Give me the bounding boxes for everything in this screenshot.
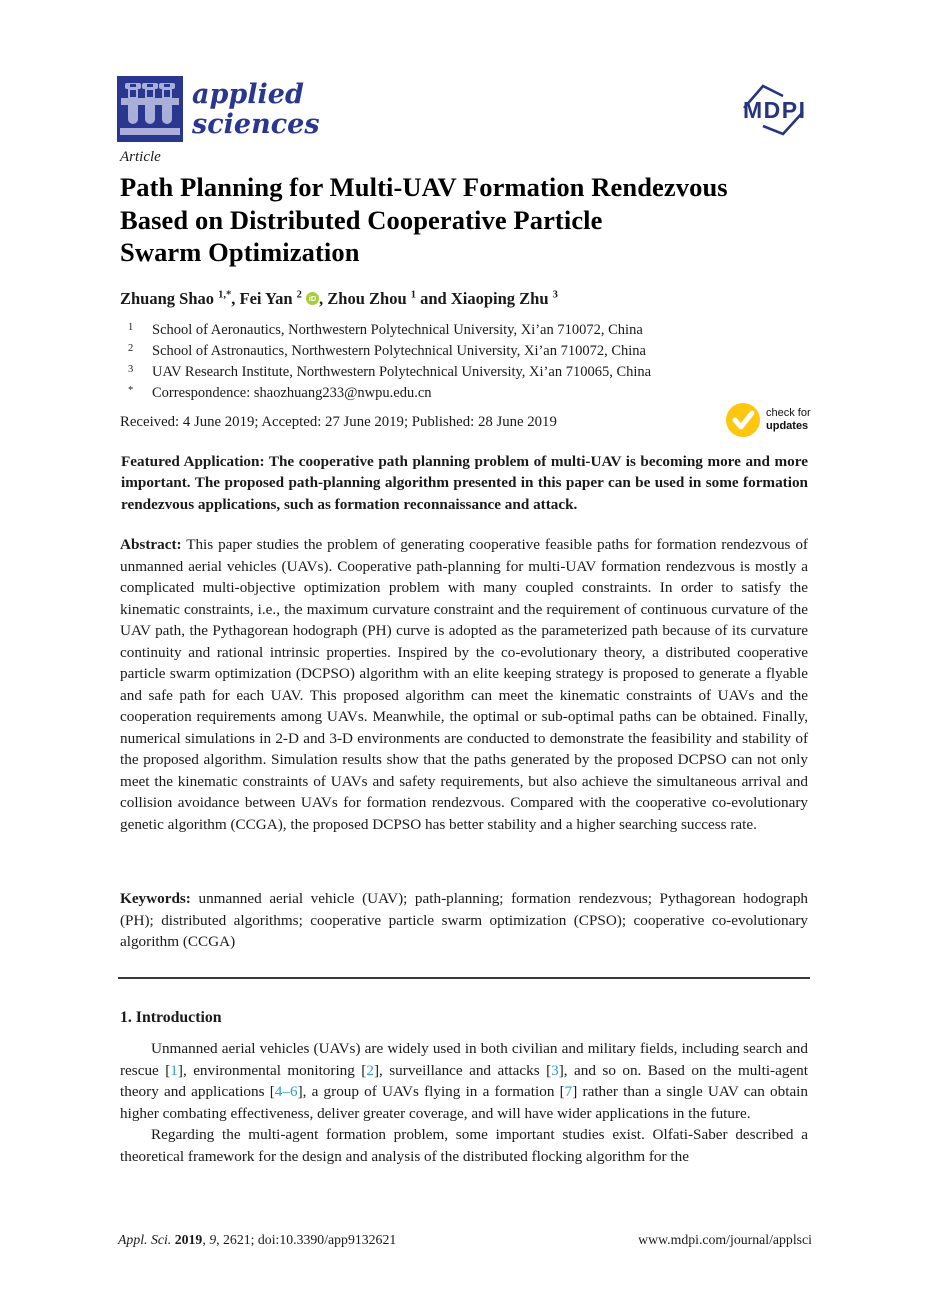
test-tubes-icon [117,76,183,142]
title-line: Path Planning for Multi-UAV Formation Re… [120,172,728,202]
affiliation-superscript: * [128,385,134,396]
section-divider [118,977,810,979]
citation-link[interactable]: 1 [170,1061,178,1079]
applied-sciences-logo[interactable] [117,76,183,142]
citation-link[interactable]: 3 [551,1061,559,1079]
badge-line1: check for [766,407,811,419]
article-type-label: Article [120,149,161,165]
mdpi-hexagon-icon: MDPI [743,84,807,136]
keywords: Keywords: unmanned aerial vehicle (UAV);… [120,888,808,953]
body-paragraph: Unmanned aerial vehicles (UAVs) are wide… [120,1040,809,1122]
check-icon [726,403,760,437]
mdpi-logo[interactable]: MDPI [733,76,813,136]
author-superscript: 1 [410,289,416,301]
affiliations: 1 School of Aeronautics, Northwestern Pol… [128,320,818,404]
title-line: Swarm Optimization [120,237,360,267]
correspondence-email[interactable]: shaozhuang233@nwpu.edu.cn [253,385,432,401]
citation-link[interactable]: 4–6 [274,1083,298,1101]
article-title: Path Planning for Multi-UAV Formation Re… [120,171,830,269]
badge-line2: updates [766,420,809,432]
section-heading-introduction: 1. Introduction [120,1009,222,1026]
affiliation-row: 1 School of Aeronautics, Northwestern Pol… [128,320,818,341]
affiliation-superscript: 3 [128,364,134,375]
author-superscript: 1,* [218,289,232,301]
affiliation-row: 3 UAV Research Institute, Northwestern Po… [128,362,818,383]
footer-journal-url[interactable]: www.mdpi.com/journal/applsci [638,1232,812,1247]
check-for-updates-text: check for updates [766,407,811,433]
orcid-icon[interactable]: iD [306,292,320,305]
featured-text: The cooperative path planning problem of… [121,453,808,513]
citation-link[interactable]: 7 [564,1083,573,1101]
check-for-updates-badge[interactable]: check for updates [726,403,811,437]
body-paragraph: Regarding the multi-agent formation prob… [120,1126,808,1165]
authors-line: Zhuang Shao 1,*, Fei Yan 2 iD, Zhou Zhou… [120,289,558,308]
intro-paragraphs: Unmanned aerial vehicles (UAVs) are wide… [120,1038,808,1168]
title-line: Based on Distributed Cooperative Particl… [120,204,603,235]
keywords-label: Keywords: [120,890,191,907]
footer-citation: Appl. Sci. 2019, 9, 2621; doi:10.3390/ap… [118,1232,397,1247]
featured-label: Featured Application: [121,453,265,470]
affiliation-row: 2 School of Astronautics, Northwestern Po… [128,341,818,362]
abstract: Abstract: This paper studies the problem… [120,534,808,835]
abstract-label: Abstract: [120,536,182,553]
journal-name-line1: applied [192,79,304,110]
dates-line: Received: 4 June 2019; Accepted: 27 June… [120,414,557,430]
affiliation-superscript: 1 [128,322,134,333]
affiliation-row: * Correspondence: shaozhuang233@nwpu.edu.… [128,383,818,404]
abstract-text: This paper studies the problem of genera… [120,536,808,833]
author-superscript: 2 [296,289,302,301]
featured-application: Featured Application: The cooperative pa… [121,451,808,515]
journal-name-line2: sciences [192,109,320,140]
page-footer: Appl. Sci. 2019, 9, 2621; doi:10.3390/ap… [118,1232,812,1248]
journal-name: applied sciences [192,80,320,140]
citation-link[interactable]: 2 [366,1061,374,1079]
affiliation-superscript: 2 [128,343,134,354]
author-superscript: 3 [552,289,558,301]
keywords-text: unmanned aerial vehicle (UAV); path-plan… [120,890,809,950]
svg-text:MDPI: MDPI [743,97,807,123]
